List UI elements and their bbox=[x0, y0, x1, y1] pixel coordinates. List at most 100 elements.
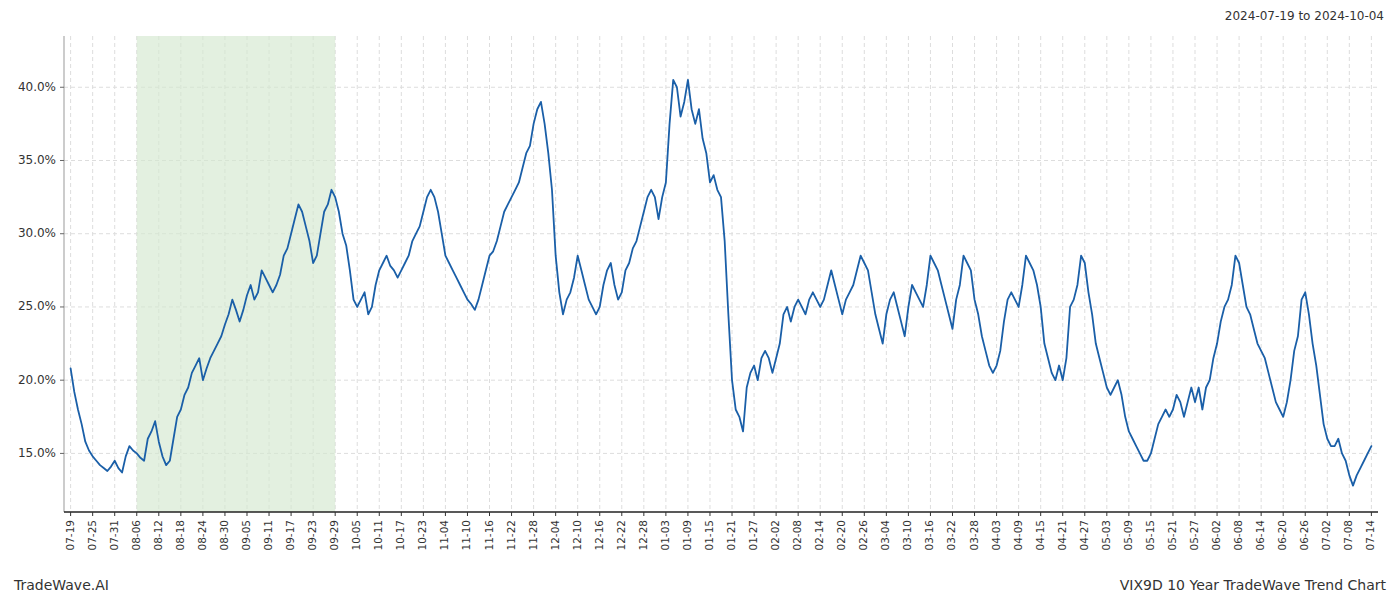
x-tick-label: 08-06 bbox=[130, 520, 142, 551]
grid-line-x bbox=[1371, 36, 1372, 512]
x-tick bbox=[621, 512, 622, 516]
x-tick-label: 03-22 bbox=[945, 520, 957, 551]
x-tick-label: 03-10 bbox=[901, 520, 913, 551]
x-tick-label: 11-22 bbox=[505, 520, 517, 551]
grid bbox=[64, 36, 1378, 512]
x-tick-label: 10-17 bbox=[394, 520, 406, 551]
x-tick bbox=[776, 512, 777, 516]
x-tick-label: 04-03 bbox=[990, 520, 1002, 551]
y-tick bbox=[60, 380, 64, 381]
grid-line-x bbox=[1062, 36, 1063, 512]
grid-line-x bbox=[665, 36, 666, 512]
x-tick-label: 07-08 bbox=[1342, 520, 1354, 551]
x-tick bbox=[533, 512, 534, 516]
x-tick bbox=[1283, 512, 1284, 516]
x-tick bbox=[1106, 512, 1107, 516]
x-tick-label: 09-29 bbox=[328, 520, 340, 551]
y-tick-label: 15.0% bbox=[18, 446, 56, 460]
x-tick-label: 02-14 bbox=[813, 520, 825, 551]
subtitle: 2024-07-19 to 2024-10-04 bbox=[1225, 9, 1384, 23]
grid-line-x bbox=[1217, 36, 1218, 512]
grid-line-x bbox=[401, 36, 402, 512]
grid-line-x bbox=[842, 36, 843, 512]
x-tick bbox=[1371, 512, 1372, 516]
grid-line-x bbox=[1106, 36, 1107, 512]
grid-line-x bbox=[930, 36, 931, 512]
x-tick-label: 06-02 bbox=[1210, 520, 1222, 551]
x-tick-label: 06-20 bbox=[1276, 520, 1288, 551]
x-tick-label: 10-23 bbox=[416, 520, 428, 551]
x-tick bbox=[1239, 512, 1240, 516]
grid-line-x bbox=[1349, 36, 1350, 512]
x-tick-label: 12-28 bbox=[637, 520, 649, 551]
x-tick bbox=[1172, 512, 1173, 516]
x-tick-label: 08-30 bbox=[218, 520, 230, 551]
x-tick-label: 12-04 bbox=[549, 520, 561, 551]
x-tick bbox=[202, 512, 203, 516]
x-tick-label: 03-16 bbox=[923, 520, 935, 551]
grid-line-x bbox=[445, 36, 446, 512]
x-tick bbox=[1084, 512, 1085, 516]
x-tick-label: 06-08 bbox=[1232, 520, 1244, 551]
x-tick-label: 07-25 bbox=[86, 520, 98, 551]
x-tick bbox=[445, 512, 446, 516]
grid-line-x bbox=[423, 36, 424, 512]
x-tick bbox=[687, 512, 688, 516]
x-tick bbox=[1062, 512, 1063, 516]
grid-line-x bbox=[864, 36, 865, 512]
grid-line-x bbox=[114, 36, 115, 512]
x-tick bbox=[379, 512, 380, 516]
x-tick-label: 09-17 bbox=[284, 520, 296, 551]
x-tick-label: 01-15 bbox=[703, 520, 715, 551]
grid-line-x bbox=[357, 36, 358, 512]
grid-line-x bbox=[92, 36, 93, 512]
grid-line-x bbox=[511, 36, 512, 512]
x-tick-label: 02-08 bbox=[791, 520, 803, 551]
grid-line-x bbox=[974, 36, 975, 512]
x-tick bbox=[1305, 512, 1306, 516]
texts: 2024-07-19 to 2024-10-04VIX9D 10 Year Tr… bbox=[13, 9, 1387, 593]
x-tick-label: 11-04 bbox=[438, 520, 450, 551]
x-tick-label: 08-24 bbox=[196, 520, 208, 551]
grid-line-x bbox=[798, 36, 799, 512]
x-tick bbox=[577, 512, 578, 516]
grid-line-x bbox=[1084, 36, 1085, 512]
x-tick bbox=[798, 512, 799, 516]
x-tick bbox=[291, 512, 292, 516]
x-tick bbox=[643, 512, 644, 516]
annotation: TradeWave.AI bbox=[13, 577, 109, 593]
x-tick-label: 01-03 bbox=[659, 520, 671, 551]
grid-line-x bbox=[886, 36, 887, 512]
grid-line-x bbox=[577, 36, 578, 512]
grid-line-x bbox=[1261, 36, 1262, 512]
grid-line-x bbox=[996, 36, 997, 512]
x-tick-label: 02-02 bbox=[769, 520, 781, 551]
grid-line-x bbox=[70, 36, 71, 512]
grid-line-x bbox=[1283, 36, 1284, 512]
x-tick bbox=[313, 512, 314, 516]
x-tick bbox=[224, 512, 225, 516]
x-tick bbox=[467, 512, 468, 516]
x-tick bbox=[1349, 512, 1350, 516]
x-tick-label: 02-26 bbox=[857, 520, 869, 551]
x-tick bbox=[1195, 512, 1196, 516]
x-tick-label: 01-09 bbox=[681, 520, 693, 551]
x-tick-label: 05-21 bbox=[1166, 520, 1178, 551]
x-tick-label: 04-15 bbox=[1034, 520, 1046, 551]
x-tick-label: 10-05 bbox=[350, 520, 362, 551]
x-tick-label: 07-02 bbox=[1320, 520, 1332, 551]
x-tick bbox=[930, 512, 931, 516]
x-tick-label: 07-31 bbox=[108, 520, 120, 551]
x-tick bbox=[269, 512, 270, 516]
x-tick bbox=[423, 512, 424, 516]
x-tick-label: 09-23 bbox=[306, 520, 318, 551]
y-tick bbox=[60, 160, 64, 161]
chart: 15.0%20.0%25.0%30.0%35.0%40.0%07-1907-25… bbox=[0, 0, 1400, 600]
x-tick bbox=[357, 512, 358, 516]
grid-line-x bbox=[1305, 36, 1306, 512]
y-tick-label: 30.0% bbox=[18, 226, 56, 240]
x-tick bbox=[996, 512, 997, 516]
x-tick-label: 08-12 bbox=[152, 520, 164, 551]
x-tick bbox=[974, 512, 975, 516]
grid-line-x bbox=[599, 36, 600, 512]
